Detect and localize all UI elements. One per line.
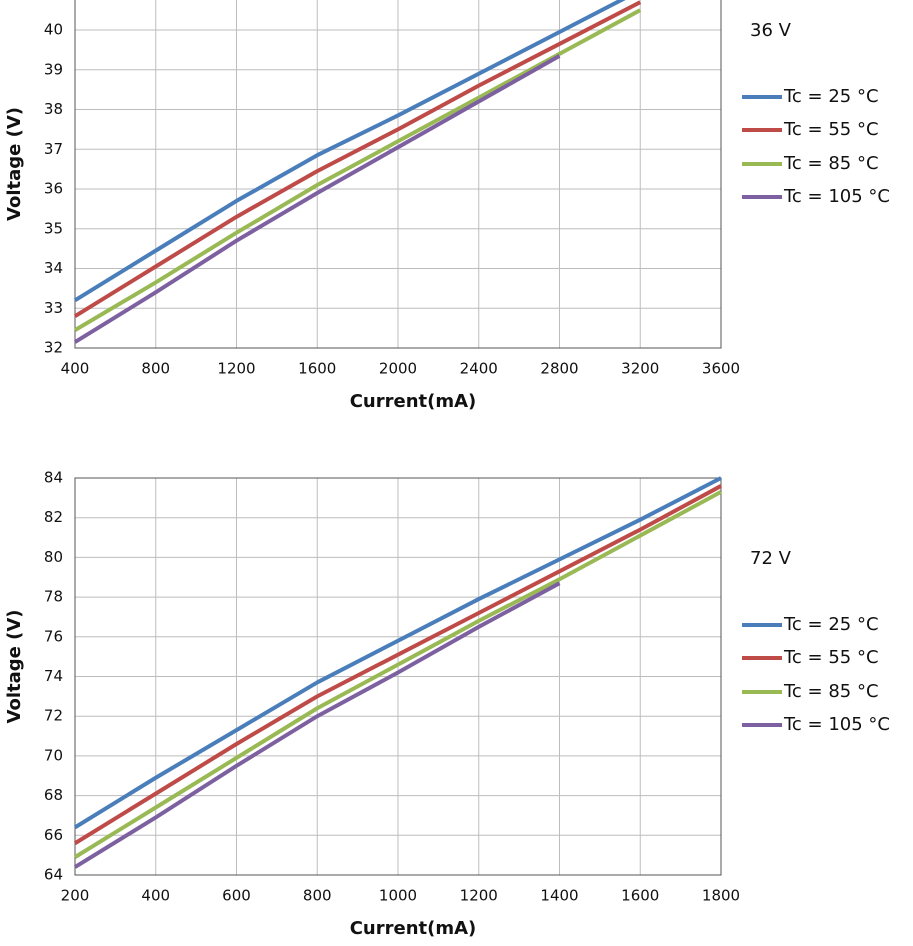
- y-tick-label: 32: [44, 339, 63, 357]
- series-line: [73, 8, 642, 332]
- x-axis-title: Current(mA): [350, 391, 477, 412]
- y-tick-label: 35: [44, 219, 63, 237]
- series-line: [73, 476, 722, 830]
- x-tick-label: 400: [141, 887, 170, 905]
- y-tick-label: 68: [44, 786, 63, 804]
- legend-label: Tc = 25 °C: [783, 86, 879, 107]
- plot-frame: [74, 477, 722, 876]
- y-tick-label: 76: [44, 627, 63, 645]
- x-tick-label: 600: [222, 887, 251, 905]
- series-line: [73, 54, 561, 344]
- series-line: [73, 490, 722, 859]
- x-tick-label: 1800: [702, 887, 740, 905]
- y-tick-label: 66: [44, 826, 63, 844]
- x-tick-label: 1400: [540, 887, 578, 905]
- y-axis-title: Voltage (V): [4, 610, 25, 724]
- annotation: 36 V: [750, 20, 792, 41]
- y-tick-label: 40: [44, 21, 63, 39]
- series-line: [73, 0, 626, 303]
- x-tick-label: 2800: [540, 360, 578, 378]
- series-line: [73, 581, 561, 869]
- x-tick-label: 200: [61, 887, 90, 905]
- y-tick-label: 34: [44, 259, 63, 277]
- series-line: [73, 484, 722, 845]
- y-tick-label: 70: [44, 746, 63, 764]
- y-tick-label: 64: [44, 866, 63, 884]
- y-axis-title: Voltage (V): [4, 107, 25, 221]
- legend-label: Tc = 55 °C: [783, 119, 879, 140]
- annotation: 72 V: [750, 548, 792, 569]
- y-tick-label: 78: [44, 588, 63, 606]
- y-tick-label: 36: [44, 180, 63, 198]
- x-tick-label: 1000: [379, 887, 417, 905]
- y-tick-label: 82: [44, 508, 63, 526]
- series-line: [73, 0, 642, 318]
- y-tick-label: 39: [44, 60, 63, 78]
- x-tick-label: 1200: [460, 887, 498, 905]
- x-tick-label: 1600: [298, 360, 336, 378]
- x-tick-label: 1200: [217, 360, 255, 378]
- legend-label: Tc = 55 °C: [783, 647, 879, 668]
- x-tick-label: 800: [141, 360, 170, 378]
- x-tick-label: 2000: [379, 360, 417, 378]
- y-tick-label: 37: [44, 140, 63, 158]
- legend-label: Tc = 85 °C: [783, 681, 879, 702]
- x-tick-label: 3200: [621, 360, 659, 378]
- x-tick-label: 800: [303, 887, 332, 905]
- plot-frame: [74, 0, 722, 349]
- y-tick-label: 33: [44, 299, 63, 317]
- y-tick-label: 80: [44, 548, 63, 566]
- y-tick-label: 74: [44, 667, 63, 685]
- y-tick-label: 38: [44, 100, 63, 118]
- x-tick-label: 1600: [621, 887, 659, 905]
- x-tick-label: 400: [61, 360, 90, 378]
- legend-label: Tc = 25 °C: [783, 614, 879, 635]
- x-tick-label: 2400: [460, 360, 498, 378]
- x-tick-label: 3600: [702, 360, 740, 378]
- legend-label: Tc = 85 °C: [783, 153, 879, 174]
- y-tick-label: 72: [44, 707, 63, 725]
- legend-label: Tc = 105 °C: [783, 714, 890, 735]
- y-tick-label: 84: [44, 469, 63, 487]
- x-axis-title: Current(mA): [350, 918, 477, 939]
- legend-label: Tc = 105 °C: [783, 186, 890, 207]
